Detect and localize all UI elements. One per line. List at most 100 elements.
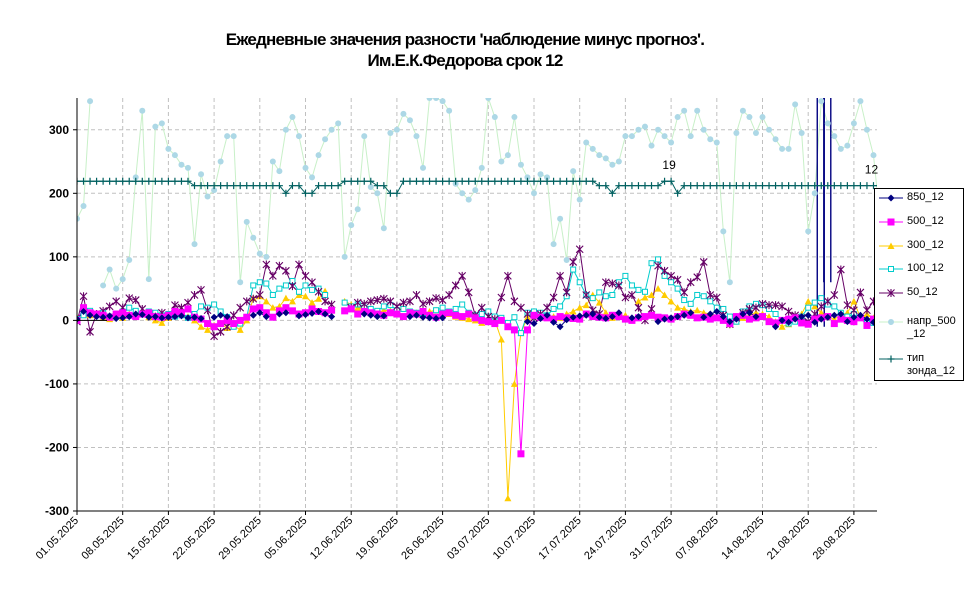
series-500_12-point bbox=[471, 314, 479, 322]
series-тип-зонда_12-point bbox=[132, 177, 140, 185]
series-напр_500-_12-point bbox=[158, 120, 165, 127]
series-850_12-point bbox=[778, 316, 786, 324]
series-тип-зонда_12-point bbox=[315, 182, 323, 190]
series-500_12-point bbox=[615, 313, 623, 321]
series-тип-зонда_12-point bbox=[458, 177, 466, 185]
series-500_12-point bbox=[830, 320, 838, 328]
series-тип-зонда_12-point bbox=[537, 177, 545, 185]
series-напр_500-_12-point bbox=[635, 126, 642, 133]
legend-swatch-marker bbox=[888, 266, 894, 272]
series-300_12-point bbox=[661, 291, 669, 298]
series-напр_500-_12-point bbox=[772, 136, 779, 143]
series-100_12-point bbox=[459, 301, 466, 308]
series-тип-зонда_12-point bbox=[243, 182, 251, 190]
legend-label: 500_12 bbox=[907, 215, 944, 227]
series-напр_500-_12-point bbox=[198, 171, 205, 178]
series-тип-зонда_12-point bbox=[648, 182, 656, 190]
series-500_12-point bbox=[641, 313, 649, 321]
legend-swatch bbox=[879, 289, 903, 297]
series-тип-зонда_12-point bbox=[432, 177, 440, 185]
series-100_12-point bbox=[517, 330, 524, 337]
series-500_12-point bbox=[706, 315, 714, 323]
series-500_12-point bbox=[439, 310, 447, 318]
series-100_12-point bbox=[635, 286, 642, 293]
series-100_12-point bbox=[570, 266, 577, 273]
series-тип-зонда_12-point bbox=[77, 177, 81, 185]
axes bbox=[73, 98, 877, 515]
series-100_12-point bbox=[295, 288, 302, 295]
series-300_12-point bbox=[262, 297, 270, 305]
series-50_12-point bbox=[778, 302, 786, 311]
x-tick-label: 10.07.2025 bbox=[491, 515, 538, 562]
legend-swatch-marker bbox=[887, 194, 895, 202]
series-100_12-point bbox=[609, 291, 616, 298]
series-300_12-point bbox=[765, 313, 773, 320]
series-500_12-point bbox=[243, 313, 251, 321]
x-tick-label: 26.06.2025 bbox=[399, 515, 446, 562]
legend-label: 300_12 bbox=[907, 239, 944, 251]
series-100_12-point bbox=[655, 256, 662, 263]
series-тип-зонда_12-point bbox=[99, 177, 107, 185]
series-напр_500-_12-point bbox=[870, 152, 877, 159]
series-напр_500-_12-point bbox=[557, 215, 564, 222]
series-50_12-point bbox=[647, 304, 656, 313]
series-300_12-point bbox=[380, 306, 388, 314]
series-500_12-point bbox=[223, 316, 231, 324]
series-850_12-point bbox=[576, 312, 584, 320]
series-850_12-point bbox=[93, 313, 101, 321]
series-500_12-point bbox=[341, 307, 349, 315]
series-напр_500-_12-point bbox=[256, 250, 263, 257]
series-850_12-point bbox=[680, 311, 688, 319]
series-100_12-point bbox=[198, 303, 205, 310]
series-тип-зонда_12-point bbox=[785, 182, 793, 190]
series-50_12-point bbox=[517, 303, 525, 312]
series-напр_500-_12-point bbox=[204, 193, 211, 200]
series-тип-зонда_12-point bbox=[628, 182, 636, 190]
series-напр_500-_12-point bbox=[87, 98, 94, 105]
series-100_12-point bbox=[687, 300, 694, 307]
series-50_12-point bbox=[503, 271, 512, 280]
series-50_12-point bbox=[699, 257, 708, 266]
series-тип-зонда_12-point bbox=[465, 177, 473, 185]
series-напр_500-_12-point bbox=[694, 107, 701, 114]
series-850_12-point bbox=[856, 311, 864, 319]
series-тип-зонда_12-point bbox=[556, 177, 564, 185]
series-50_12-point bbox=[386, 297, 395, 306]
series-500_12-point bbox=[393, 310, 401, 318]
x-tick-label: 12.06.2025 bbox=[308, 515, 355, 562]
series-напр_500-_12-point bbox=[393, 126, 400, 133]
series-50_12-point bbox=[673, 275, 682, 284]
series-850_12-point bbox=[667, 314, 675, 322]
series-100_12-point bbox=[707, 298, 714, 305]
series-500_12-point bbox=[419, 307, 427, 315]
series-тип-зонда_12-point bbox=[687, 182, 695, 190]
series-напр_500-_12-point bbox=[720, 228, 727, 235]
series-850_12-point bbox=[321, 310, 329, 318]
series-напр_500-_12-point bbox=[544, 174, 551, 181]
series-тип-зонда_12-point bbox=[667, 177, 675, 185]
series-850_12-point bbox=[426, 314, 434, 322]
series-50_12-point bbox=[249, 294, 258, 303]
series-напр_500-_12-point bbox=[119, 276, 126, 283]
series-напр_500-_12-point bbox=[309, 174, 316, 181]
series-850_12-point bbox=[177, 312, 185, 320]
series-напр_500-_12-point bbox=[739, 107, 746, 114]
series-850_12-point bbox=[145, 313, 153, 321]
series-100_12-point bbox=[668, 279, 675, 286]
series-850_12-point bbox=[628, 314, 636, 322]
series-300_12-point bbox=[282, 294, 290, 302]
series-500_12-point bbox=[863, 321, 871, 329]
series-500_12-point bbox=[804, 320, 812, 328]
series-тип-зонда_12-point bbox=[341, 177, 349, 185]
legend-label: 100_12 bbox=[907, 262, 944, 274]
series-тип-зонда_12-point bbox=[523, 177, 531, 185]
series-100_12-point bbox=[811, 299, 818, 306]
series-100_12-point bbox=[772, 311, 779, 318]
series-50_12-point bbox=[321, 297, 329, 306]
series-напр_500-_12-point bbox=[282, 126, 289, 133]
series-50_12-point bbox=[614, 281, 623, 290]
series-напр_500-_12-point bbox=[387, 129, 394, 136]
x-tick-label: 21.08.2025 bbox=[765, 515, 812, 562]
series-850_12-point bbox=[687, 309, 695, 317]
series-напр_500-_12-point bbox=[583, 139, 590, 146]
